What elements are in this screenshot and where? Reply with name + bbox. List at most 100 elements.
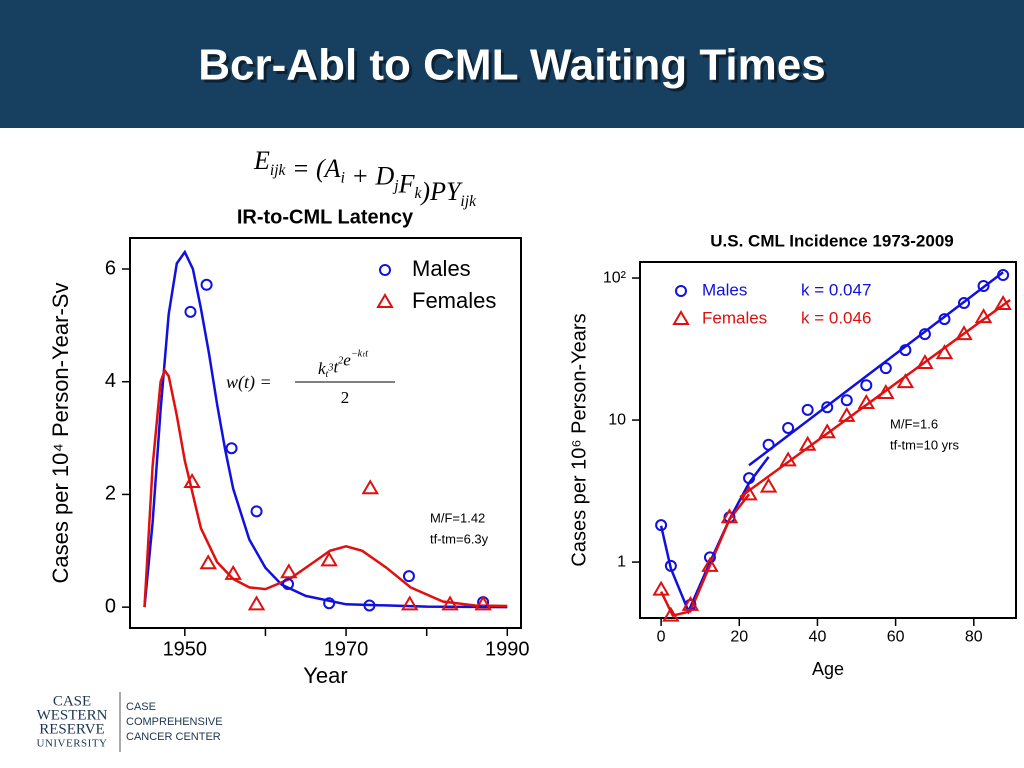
fit-line: [748, 271, 1004, 467]
x-axis-label: Age: [812, 659, 844, 679]
cancer-center-name: COMPREHENSIVE: [126, 716, 223, 728]
legend-label: Females: [412, 288, 496, 313]
marker-triangle: [759, 477, 778, 493]
marker-circle: [918, 328, 931, 341]
marker-triangle: [441, 595, 459, 611]
legend-marker: [675, 285, 687, 297]
marker-triangle: [361, 479, 379, 495]
marker-triangle: [916, 354, 934, 370]
marker-triangle: [798, 435, 817, 451]
marker-triangle: [877, 384, 895, 400]
marker-circle: [801, 403, 814, 416]
x-tick-label: 0: [657, 628, 666, 645]
formula-term: PY: [429, 177, 463, 206]
formula: Eijk = (Ai + DjFk)PYijk: [253, 146, 477, 210]
x-tick-label: 20: [730, 628, 748, 645]
x-tick-label: 80: [965, 628, 983, 645]
marker-circle: [840, 394, 853, 407]
legend-marker: [376, 293, 394, 308]
marker-triangle: [740, 485, 758, 501]
marker-circle: [997, 269, 1010, 282]
legend-label: Males: [702, 280, 747, 299]
chart-title: IR-to-CML Latency: [237, 206, 414, 228]
formula-term: ): [419, 177, 430, 206]
x-tick-label: 40: [809, 628, 827, 645]
marker-circle: [821, 401, 834, 414]
marker-triangle: [662, 606, 680, 622]
formula-superscript: 3: [327, 363, 333, 374]
marker-triangle: [474, 595, 492, 611]
formula-subscript: k: [414, 185, 422, 202]
annotation: tf-tm=6.3y: [430, 531, 489, 546]
y-axis-label: Cases per 10⁴ Person-Year-Sv: [48, 283, 73, 584]
marker-triangle: [280, 563, 298, 579]
marker-circle: [664, 559, 677, 572]
plot-frame: [639, 261, 1017, 619]
marker-circle: [250, 505, 263, 518]
university-name: UNIVERSITY: [37, 738, 108, 750]
marker-triangle: [183, 473, 201, 489]
university-name: RESERVE: [39, 721, 104, 737]
marker-circle: [282, 578, 295, 591]
legend-marker: [672, 310, 690, 325]
formula-subscript: ijk: [270, 161, 287, 178]
marker-circle: [655, 519, 668, 532]
formula-term: = (: [285, 154, 326, 183]
legend-label: Females: [702, 308, 767, 327]
annotation: tf-tm=10 yrs: [890, 437, 959, 452]
y-tick-label: 10²: [603, 269, 627, 286]
cancer-center-name: CASE: [126, 701, 156, 713]
marker-triangle: [896, 373, 915, 389]
formula-subscript: ijk: [460, 193, 477, 210]
x-tick-label: 1950: [163, 638, 208, 660]
formula-subscript: j: [392, 177, 398, 194]
x-axis-label: Year: [303, 663, 347, 688]
marker-circle: [899, 344, 912, 357]
marker-circle: [958, 297, 971, 310]
y-tick-label: 4: [105, 370, 116, 392]
marker-circle: [184, 305, 197, 318]
marker-circle: [977, 279, 990, 292]
x-tick-label: 60: [887, 628, 905, 645]
marker-triangle: [401, 595, 419, 611]
marker-circle: [323, 597, 336, 610]
y-tick-label: 2: [105, 483, 116, 505]
x-tick-label: 1990: [485, 638, 530, 660]
formula-term: +: [345, 162, 376, 191]
y-tick-label: 10: [608, 411, 626, 428]
formula-term: E: [253, 146, 270, 175]
marker-circle: [860, 379, 873, 392]
marker-circle: [402, 570, 415, 583]
y-axis-label: Cases per 10⁶ Person-Years: [568, 313, 590, 566]
marker-triangle: [838, 406, 856, 422]
formula-subscript: i: [341, 169, 345, 186]
fit-line: [143, 249, 508, 609]
marker-circle: [703, 551, 716, 564]
marker-circle: [200, 278, 213, 291]
marker-triangle: [994, 295, 1012, 311]
y-tick-label: 0: [105, 595, 116, 617]
marker-triangle: [247, 595, 266, 611]
plot-frame: [129, 237, 522, 629]
legend-rate: k = 0.047: [801, 280, 871, 299]
marker-circle: [938, 313, 951, 326]
formula-term: k: [318, 359, 326, 378]
y-tick-label: 6: [105, 257, 116, 279]
marker-triangle: [701, 556, 719, 572]
title-shadow: Bcr-Abl to CML Waiting Times: [201, 44, 828, 93]
fit-line: [143, 367, 508, 608]
header-band: [0, 0, 1024, 128]
marker-circle: [743, 472, 756, 485]
x-tick-label: 1970: [324, 638, 369, 660]
formula-term: A: [323, 154, 341, 183]
marker-circle: [225, 442, 238, 455]
marker-triangle: [720, 508, 739, 524]
marker-triangle: [955, 325, 973, 341]
formula-superscript: 2: [338, 356, 343, 367]
university-name: WESTERN: [37, 707, 108, 723]
chart-title: U.S. CML Incidence 1973-2009: [710, 231, 953, 250]
legend-marker: [379, 264, 391, 276]
marker-circle: [762, 438, 775, 451]
